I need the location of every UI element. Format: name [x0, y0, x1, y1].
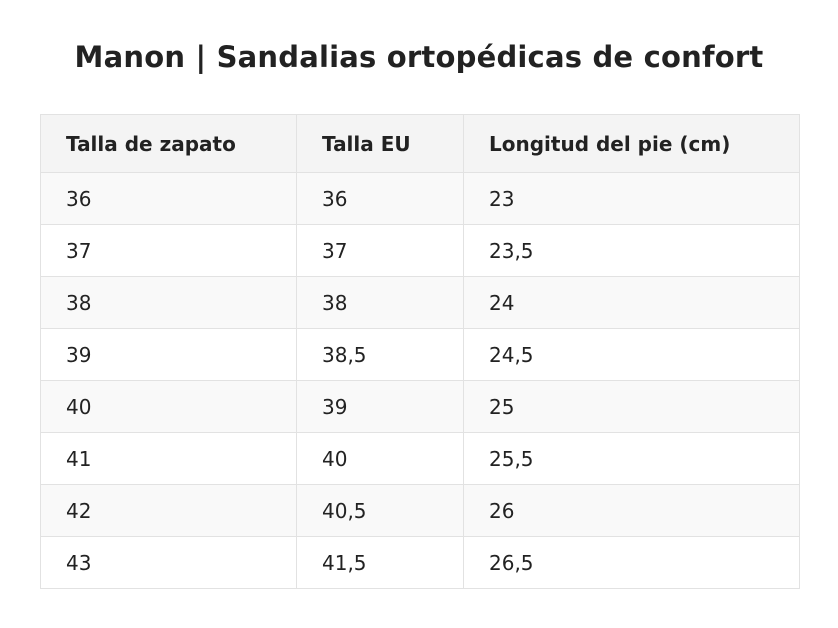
cell-shoe-size: 37 [40, 224, 297, 277]
cell-eu-size: 36 [296, 172, 464, 225]
cell-shoe-size: 42 [40, 484, 297, 537]
cell-foot-length: 25,5 [463, 432, 800, 485]
header-shoe-size: Talla de zapato [40, 114, 297, 173]
cell-foot-length: 24 [463, 276, 800, 329]
table-row: 42 40,5 26 [40, 484, 800, 537]
table-row: 38 38 24 [40, 276, 800, 329]
cell-eu-size: 39 [296, 380, 464, 433]
cell-shoe-size: 38 [40, 276, 297, 329]
cell-foot-length: 23,5 [463, 224, 800, 277]
table-row: 43 41,5 26,5 [40, 536, 800, 589]
cell-shoe-size: 36 [40, 172, 297, 225]
table-row: 39 38,5 24,5 [40, 328, 800, 381]
cell-eu-size: 37 [296, 224, 464, 277]
table-row: 40 39 25 [40, 380, 800, 433]
cell-foot-length: 24,5 [463, 328, 800, 381]
table-row: 36 36 23 [40, 172, 800, 225]
table-row: 41 40 25,5 [40, 432, 800, 485]
cell-shoe-size: 41 [40, 432, 297, 485]
cell-foot-length: 25 [463, 380, 800, 433]
cell-eu-size: 38 [296, 276, 464, 329]
cell-eu-size: 38,5 [296, 328, 464, 381]
cell-foot-length: 23 [463, 172, 800, 225]
header-foot-length: Longitud del pie (cm) [463, 114, 800, 173]
header-eu-size: Talla EU [296, 114, 464, 173]
cell-eu-size: 41,5 [296, 536, 464, 589]
cell-eu-size: 40 [296, 432, 464, 485]
cell-shoe-size: 39 [40, 328, 297, 381]
cell-shoe-size: 43 [40, 536, 297, 589]
cell-eu-size: 40,5 [296, 484, 464, 537]
cell-foot-length: 26 [463, 484, 800, 537]
size-chart-table: Talla de zapato Talla EU Longitud del pi… [40, 114, 800, 589]
table-row: 37 37 23,5 [40, 224, 800, 277]
table-header-row: Talla de zapato Talla EU Longitud del pi… [40, 114, 800, 173]
cell-shoe-size: 40 [40, 380, 297, 433]
cell-foot-length: 26,5 [463, 536, 800, 589]
page-title: Manon | Sandalias ortopédicas de confort [74, 40, 764, 74]
